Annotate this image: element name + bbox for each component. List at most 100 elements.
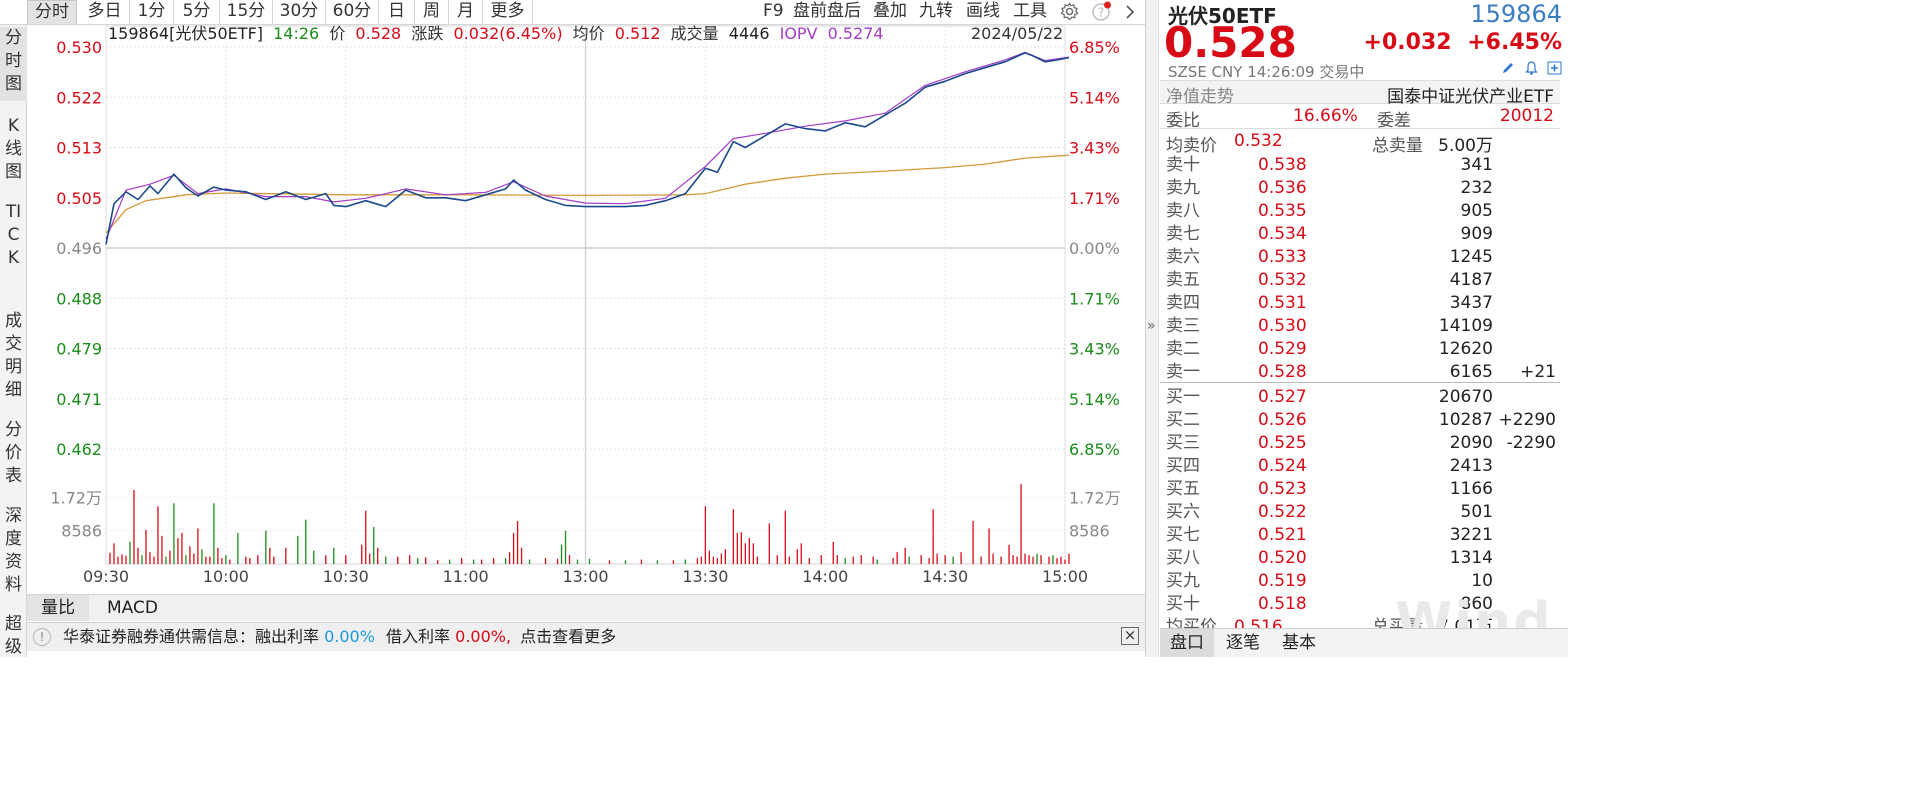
book-level-label: 买五 [1166, 479, 1200, 499]
y-tick-label: 0.471 [56, 390, 102, 409]
f9-button[interactable]: F9 [763, 1, 784, 21]
vtab-depth-data[interactable]: 深度资料 [5, 506, 22, 595]
book-level-label: 买二 [1166, 410, 1200, 430]
expand-arrow-icon[interactable]: » [1147, 318, 1156, 334]
book-row[interactable]: 卖七 0.534 909 [1160, 223, 1560, 246]
vtab-price-table[interactable]: 分价表 [5, 420, 22, 486]
book-row[interactable]: 卖一 0.528 6165 +21 [1160, 361, 1560, 384]
book-row[interactable]: 卖十 0.538 341 [1160, 154, 1560, 177]
change-value: 0.032(6.45%) [453, 24, 563, 43]
alert-icon[interactable]: ? [1091, 1, 1112, 22]
vertical-nav: 分时图 K线图 TICK 成交明细 分价表 深度资料 超级 [0, 25, 27, 657]
tab-week[interactable]: 周 [415, 0, 449, 24]
tab-month[interactable]: 月 [449, 0, 483, 24]
book-row[interactable]: 买五 0.523 1166 [1160, 478, 1560, 501]
gear-icon[interactable] [1060, 2, 1079, 21]
vtab-kline[interactable]: K线图 [5, 116, 22, 182]
tab-basic[interactable]: 基本 [1282, 633, 1316, 653]
tab-60min[interactable]: 60分 [326, 0, 379, 24]
book-row[interactable]: 卖三 0.530 14109 [1160, 315, 1560, 338]
nav-trend-row[interactable]: 净值走势 国泰中证光伏产业ETF [1160, 80, 1560, 107]
book-row[interactable]: 买四 0.524 2413 [1160, 455, 1560, 478]
book-row[interactable]: 卖四 0.531 3437 [1160, 292, 1560, 315]
book-row[interactable]: 卖二 0.529 12620 [1160, 338, 1560, 361]
y-tick-pct-label: 3.43% [1069, 139, 1120, 158]
tab-volume-ratio[interactable]: 量比 [27, 595, 89, 621]
book-row[interactable]: 卖六 0.533 1245 [1160, 246, 1560, 269]
edit-icon[interactable] [1501, 61, 1516, 75]
book-level-label: 卖六 [1166, 247, 1200, 267]
y-tick-label: 0.505 [56, 189, 102, 208]
terminal-window: 0.530 6.85% 0.522 5.14% 0.513 3.43% 0.505 1.71%… [0, 0, 1568, 657]
bell-icon[interactable] [1524, 61, 1539, 75]
book-level-label: 卖七 [1166, 224, 1200, 244]
nav-trend-label[interactable]: 净值走势 [1166, 87, 1234, 107]
book-row[interactable]: 买六 0.522 501 [1160, 501, 1560, 524]
book-volume: 3437 [1449, 293, 1493, 313]
book-row[interactable]: 卖五 0.532 4187 [1160, 269, 1560, 292]
book-volume-change: +21 [1520, 362, 1556, 382]
x-tick-label: 14:30 [922, 567, 968, 586]
book-row[interactable]: 买十 0.518 860 [1160, 593, 1560, 616]
y-tick-pct-label: 0.00% [1069, 239, 1120, 258]
vtab-super[interactable]: 超级 [5, 614, 22, 657]
book-volume: 3221 [1449, 525, 1493, 545]
nine-turn-button[interactable]: 九转 [919, 1, 953, 21]
book-level-label: 卖二 [1166, 339, 1200, 359]
iopv-label: IOPV [779, 24, 818, 43]
tab-1min[interactable]: 1分 [130, 0, 174, 24]
vtab-trade-detail[interactable]: 成交明细 [5, 311, 22, 400]
tab-tick-by-tick[interactable]: 逐笔 [1226, 633, 1260, 653]
tab-more[interactable]: 更多 [483, 0, 533, 24]
book-price: 0.527 [1258, 387, 1307, 407]
book-row[interactable]: 卖九 0.536 232 [1160, 177, 1560, 200]
chevron-right-icon[interactable] [1124, 4, 1136, 20]
book-price: 0.538 [1258, 155, 1307, 175]
book-volume: 1166 [1449, 479, 1493, 499]
close-icon[interactable]: × [1121, 627, 1139, 645]
book-volume: 10 [1471, 571, 1493, 591]
tab-order-book[interactable]: 盘口 [1160, 629, 1214, 657]
tab-30min[interactable]: 30分 [273, 0, 326, 24]
avg-value: 0.512 [614, 24, 661, 43]
notice-text[interactable]: 华泰证券融券通供需信息：融出利率 0.00% 借入利率 0.00%, 点击查看更… [63, 623, 616, 650]
book-row[interactable]: 买二 0.526 10287 +2290 [1160, 409, 1560, 432]
tools-button[interactable]: 工具 [1013, 1, 1047, 21]
total-sell-value: 5.00万 [1438, 136, 1493, 156]
quote-info-line: 159864[光伏50ETF] 14:26 价 0.528 涨跌 0.032(6… [108, 23, 889, 45]
y-tick-label: 0.496 [56, 239, 102, 258]
tab-day[interactable]: 日 [379, 0, 415, 24]
volume-tick-label: 8586 [1069, 522, 1110, 541]
vtab-tick[interactable]: TICK [5, 202, 22, 268]
overlay-button[interactable]: 叠加 [873, 1, 907, 21]
book-row[interactable]: 买九 0.519 10 [1160, 570, 1560, 593]
book-row[interactable]: 买三 0.525 2090 -2290 [1160, 432, 1560, 455]
add-icon[interactable] [1547, 61, 1562, 75]
tab-intraday[interactable]: 分时 [27, 0, 77, 24]
tab-macd[interactable]: MACD [107, 598, 158, 618]
notice-bar[interactable]: ! 华泰证券融券通供需信息：融出利率 0.00% 借入利率 0.00%, 点击查… [27, 622, 1145, 651]
book-row[interactable]: 买七 0.521 3221 [1160, 524, 1560, 547]
book-row[interactable]: 买八 0.520 1314 [1160, 547, 1560, 570]
intraday-chart[interactable]: 0.530 6.85% 0.522 5.14% 0.513 3.43% 0.505 1.71%… [0, 0, 1145, 590]
indicator-tab-bar: 量比 MACD [27, 594, 1145, 621]
panel-divider[interactable]: » [1145, 0, 1159, 657]
notice-suffix[interactable]: 点击查看更多 [520, 627, 617, 646]
vtab-intraday[interactable]: 分时图 [0, 27, 27, 101]
book-level-label: 卖三 [1166, 316, 1200, 336]
y-tick-pct-label: 6.85% [1069, 440, 1120, 459]
tab-multi-day[interactable]: 多日 [80, 0, 130, 24]
chart-date: 2024/05/22 [971, 24, 1064, 43]
volume-tick-label: 8586 [61, 522, 102, 541]
quote-status: SZSE CNY 14:26:09 交易中 [1168, 63, 1365, 81]
volume-tick-label: 1.72万 [50, 488, 102, 507]
tab-5min[interactable]: 5分 [174, 0, 220, 24]
pre-post-market-button[interactable]: 盘前盘后 [793, 1, 861, 21]
draw-line-button[interactable]: 画线 [966, 1, 1000, 21]
tab-15min[interactable]: 15分 [220, 0, 273, 24]
x-tick-label: 10:00 [203, 567, 249, 586]
book-row[interactable]: 卖八 0.535 905 [1160, 200, 1560, 223]
book-price: 0.521 [1258, 525, 1307, 545]
avg-price-line [105, 154, 1070, 234]
book-row[interactable]: 买一 0.527 20670 [1160, 386, 1560, 409]
